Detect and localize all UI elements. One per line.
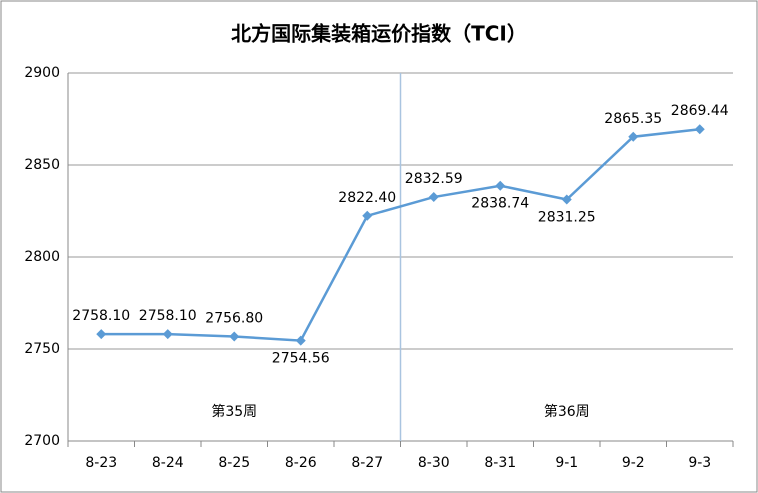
x-tick-label: 9-2 [622, 455, 645, 471]
data-label: 2754.56 [272, 351, 330, 367]
marker [229, 331, 240, 342]
y-tick-label: 2850 [24, 157, 60, 173]
marker [162, 329, 173, 340]
marker [295, 335, 306, 346]
x-tick-label: 8-25 [218, 455, 250, 471]
y-tick-label: 2700 [24, 433, 60, 449]
y-tick-label: 2750 [24, 341, 60, 357]
annotation: 第35周 [211, 403, 257, 420]
data-label: 2869.44 [671, 103, 729, 119]
data-label: 2832.59 [405, 171, 463, 187]
data-label: 2838.74 [471, 196, 529, 212]
marker [96, 329, 107, 340]
marker [362, 210, 373, 221]
x-tick-label: 8-27 [351, 455, 383, 471]
data-label: 2865.35 [604, 111, 662, 127]
marker [628, 131, 639, 142]
y-tick-label: 2900 [24, 65, 60, 81]
data-label: 2756.80 [205, 310, 263, 326]
line [101, 127, 700, 342]
data-label: 2758.10 [72, 308, 130, 324]
marker [694, 124, 705, 135]
annotation: 第36周 [544, 403, 590, 420]
x-tick-label: 8-31 [484, 455, 516, 471]
x-tick-label: 8-23 [85, 455, 117, 471]
x-tick-label: 9-3 [688, 455, 711, 471]
x-tick-label: 8-26 [285, 455, 317, 471]
x-tick-label: 8-24 [152, 455, 184, 471]
y-tick-label: 2800 [24, 249, 60, 265]
marker [495, 180, 506, 191]
data-label: 2822.40 [338, 190, 396, 206]
data-label: 2831.25 [538, 210, 596, 226]
marker [561, 194, 572, 205]
chart-title: 北方国际集装箱运价指数（TCI） [231, 22, 527, 46]
x-tick-label: 9-1 [555, 455, 578, 471]
data-label: 2758.10 [139, 308, 197, 324]
marker [428, 192, 439, 203]
x-tick-label: 8-30 [418, 455, 450, 471]
